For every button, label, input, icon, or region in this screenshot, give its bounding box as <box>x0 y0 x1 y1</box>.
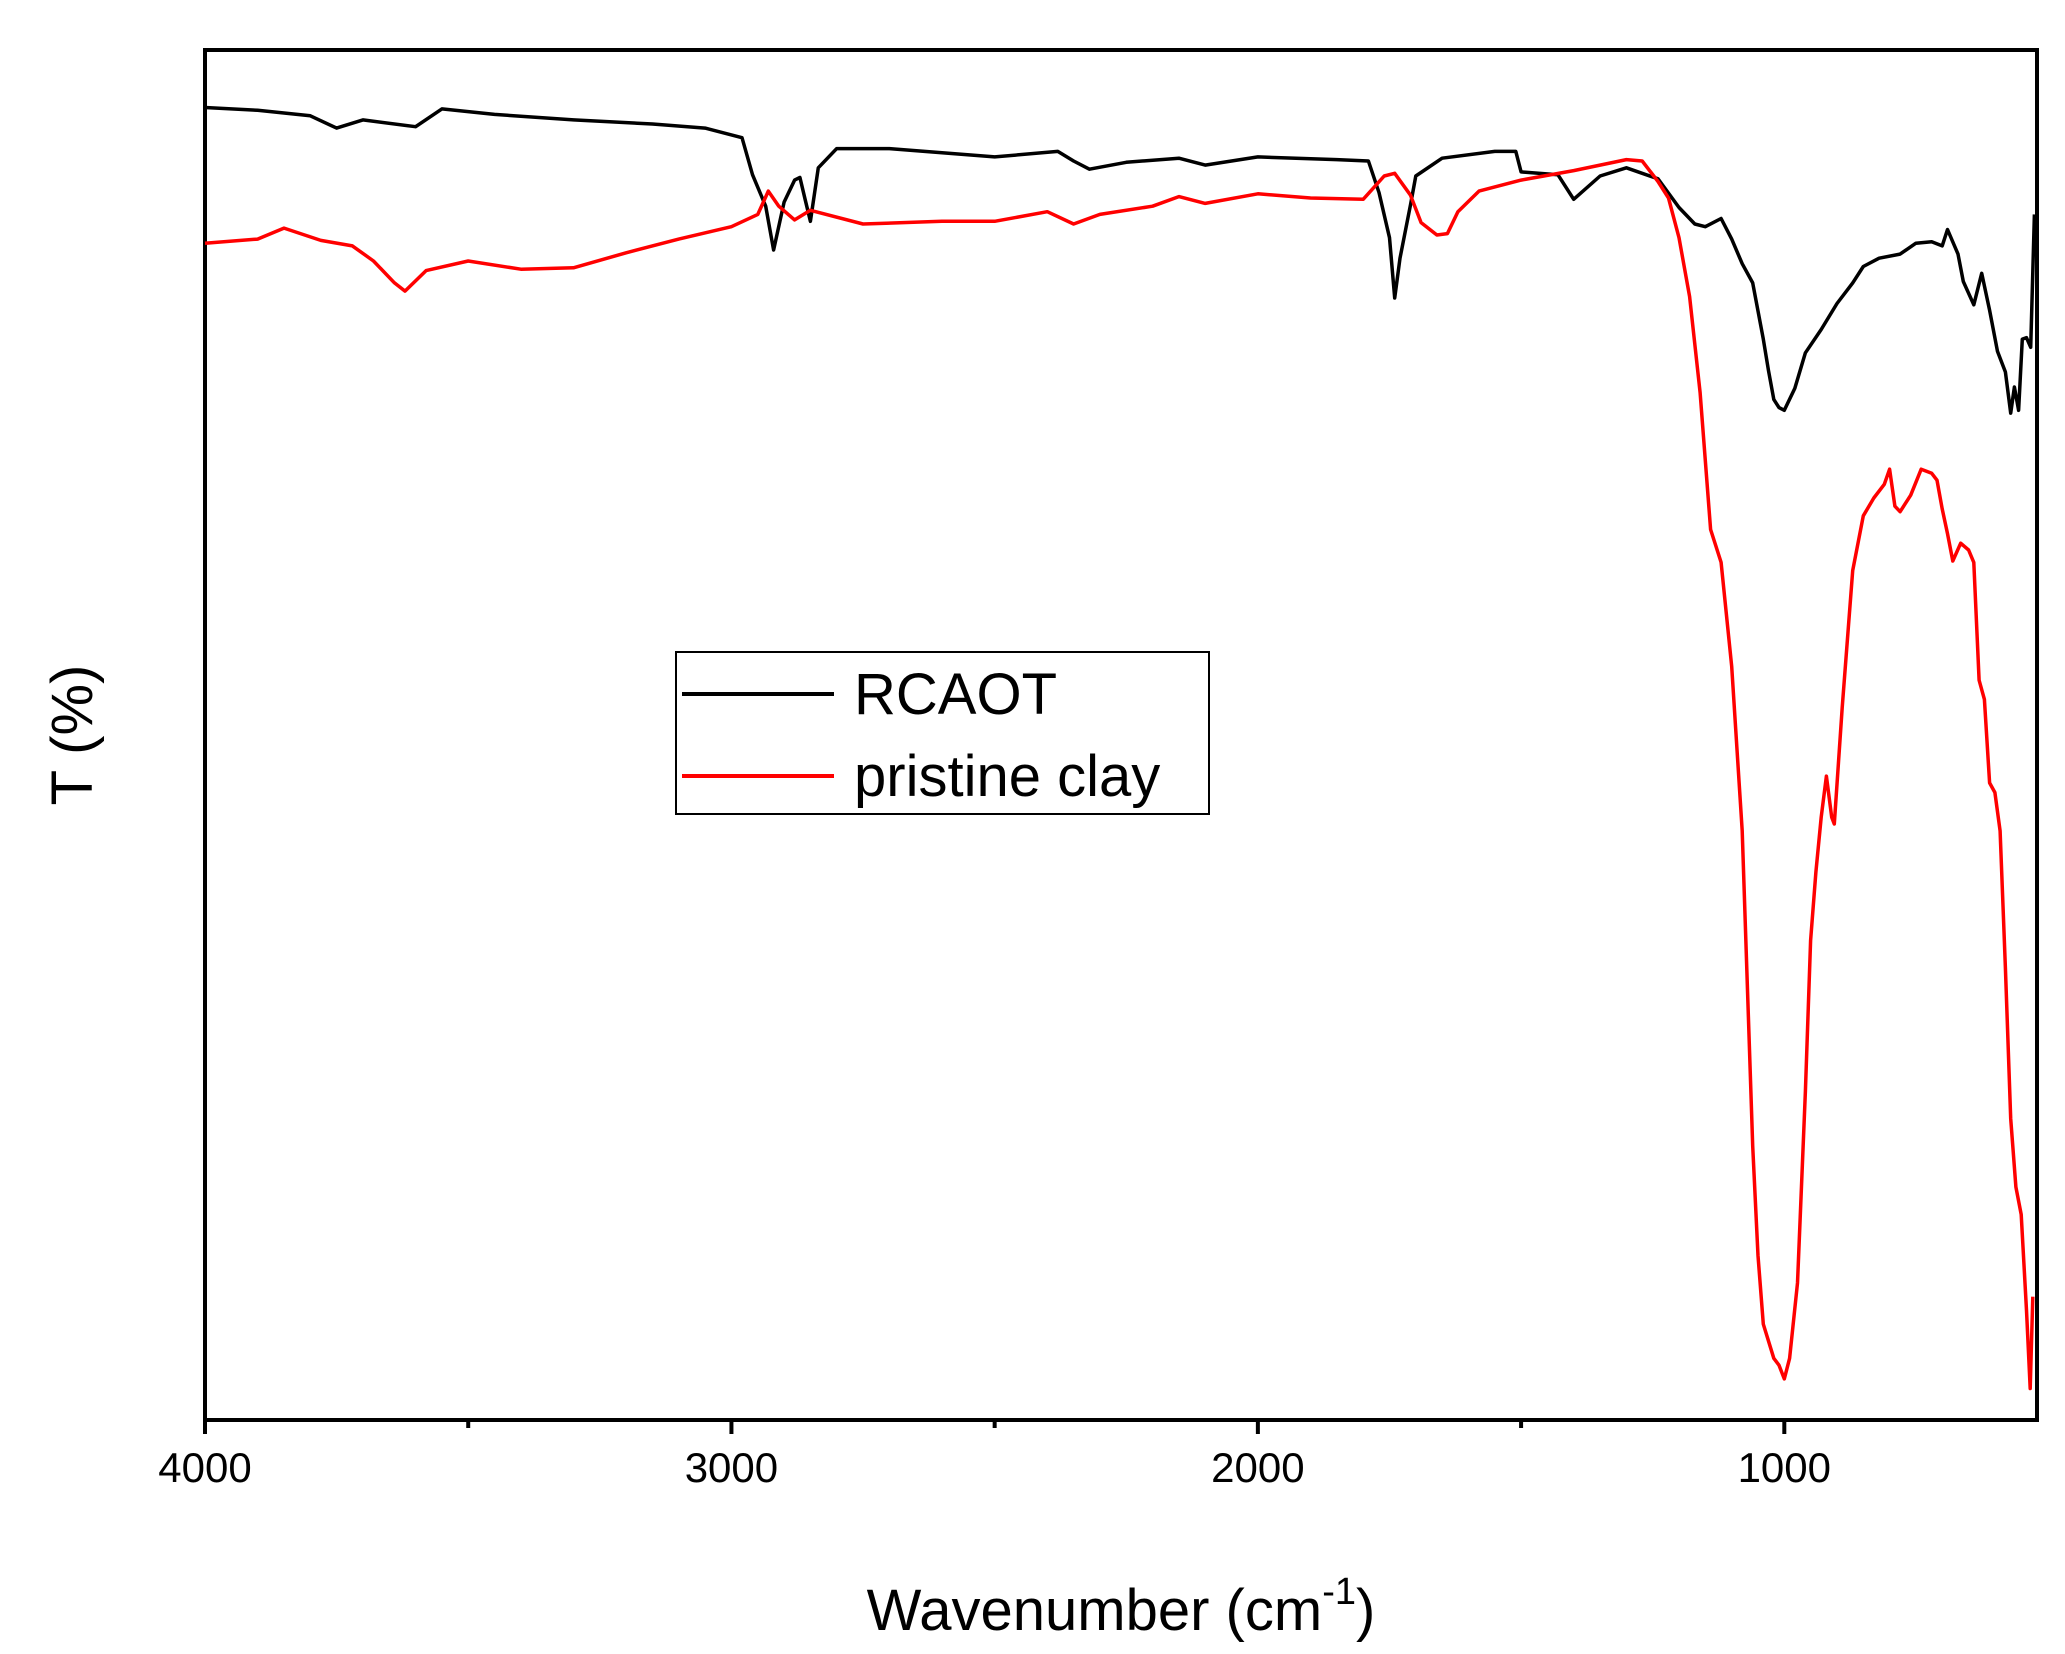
plot-frame <box>203 48 2039 1422</box>
x-axis-title: Wavenumber (cm-1) <box>867 1571 1376 1643</box>
series-layer <box>204 105 2037 1391</box>
x-axis-title-main: Wavenumber (cm <box>867 1578 1323 1643</box>
x-axis-title-close: ) <box>1356 1578 1375 1643</box>
series-line-pristine-clay <box>204 157 2035 1391</box>
y-axis-title: T (%) <box>40 665 105 806</box>
series-line-rcaot <box>204 105 2037 415</box>
x-tick-label: 1000 <box>1738 1444 1831 1491</box>
legend-label-pristine-clay: pristine clay <box>854 744 1160 809</box>
x-tick-label: 3000 <box>685 1444 778 1491</box>
legend: RCAOT pristine clay <box>675 651 1210 815</box>
x-axis-ticks: 4000 3000 2000 1000 <box>158 1420 1831 1491</box>
x-tick-label: 4000 <box>158 1444 251 1491</box>
legend-label-rcaot: RCAOT <box>854 662 1057 727</box>
x-axis-title-superscript: -1 <box>1322 1571 1356 1613</box>
plot-area: 4000 3000 2000 1000 <box>158 48 2039 1491</box>
x-tick-label: 2000 <box>1211 1444 1304 1491</box>
legend-box <box>675 651 1210 815</box>
